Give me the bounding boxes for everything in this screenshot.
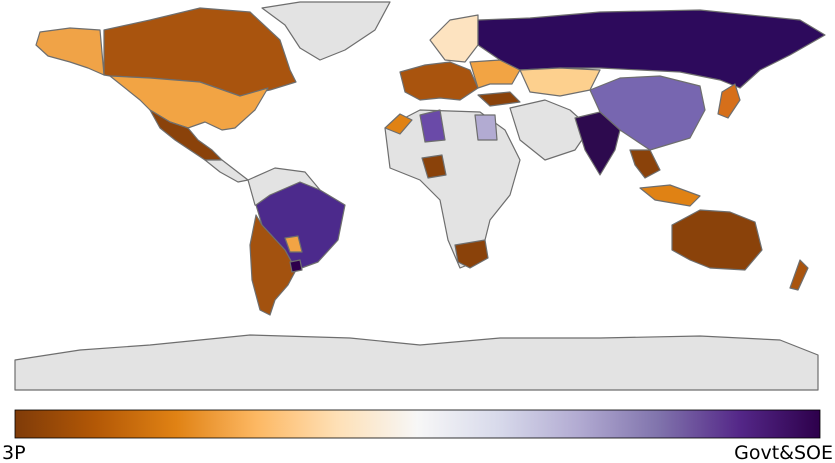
india xyxy=(574,111,621,176)
japan xyxy=(717,83,741,119)
colorbar-min-label: 3P xyxy=(2,442,26,463)
indonesia xyxy=(639,184,701,207)
libya xyxy=(419,109,446,143)
morocco xyxy=(384,113,413,135)
australia xyxy=(671,209,763,271)
south-africa xyxy=(454,239,489,269)
western-europe xyxy=(399,61,479,101)
argentina-chile xyxy=(249,214,297,316)
nigeria xyxy=(421,154,447,179)
egypt xyxy=(474,114,498,141)
uruguay xyxy=(289,259,303,273)
brazil xyxy=(255,181,346,271)
turkey xyxy=(477,91,521,107)
southeast-asia xyxy=(629,149,661,179)
africa xyxy=(384,109,521,269)
new-zealand xyxy=(789,259,809,291)
central-america xyxy=(204,159,249,183)
antarctica xyxy=(14,334,819,391)
kazakhstan xyxy=(519,67,601,97)
countries xyxy=(14,1,826,391)
colorbar-max-label: Govt&SOE xyxy=(734,442,833,463)
russia xyxy=(477,9,826,89)
colorbar xyxy=(14,409,821,439)
alaska-usa xyxy=(35,27,105,76)
paraguay xyxy=(284,235,303,253)
greenland xyxy=(261,1,391,61)
scandinavia xyxy=(429,14,479,63)
middle-east xyxy=(509,99,591,161)
